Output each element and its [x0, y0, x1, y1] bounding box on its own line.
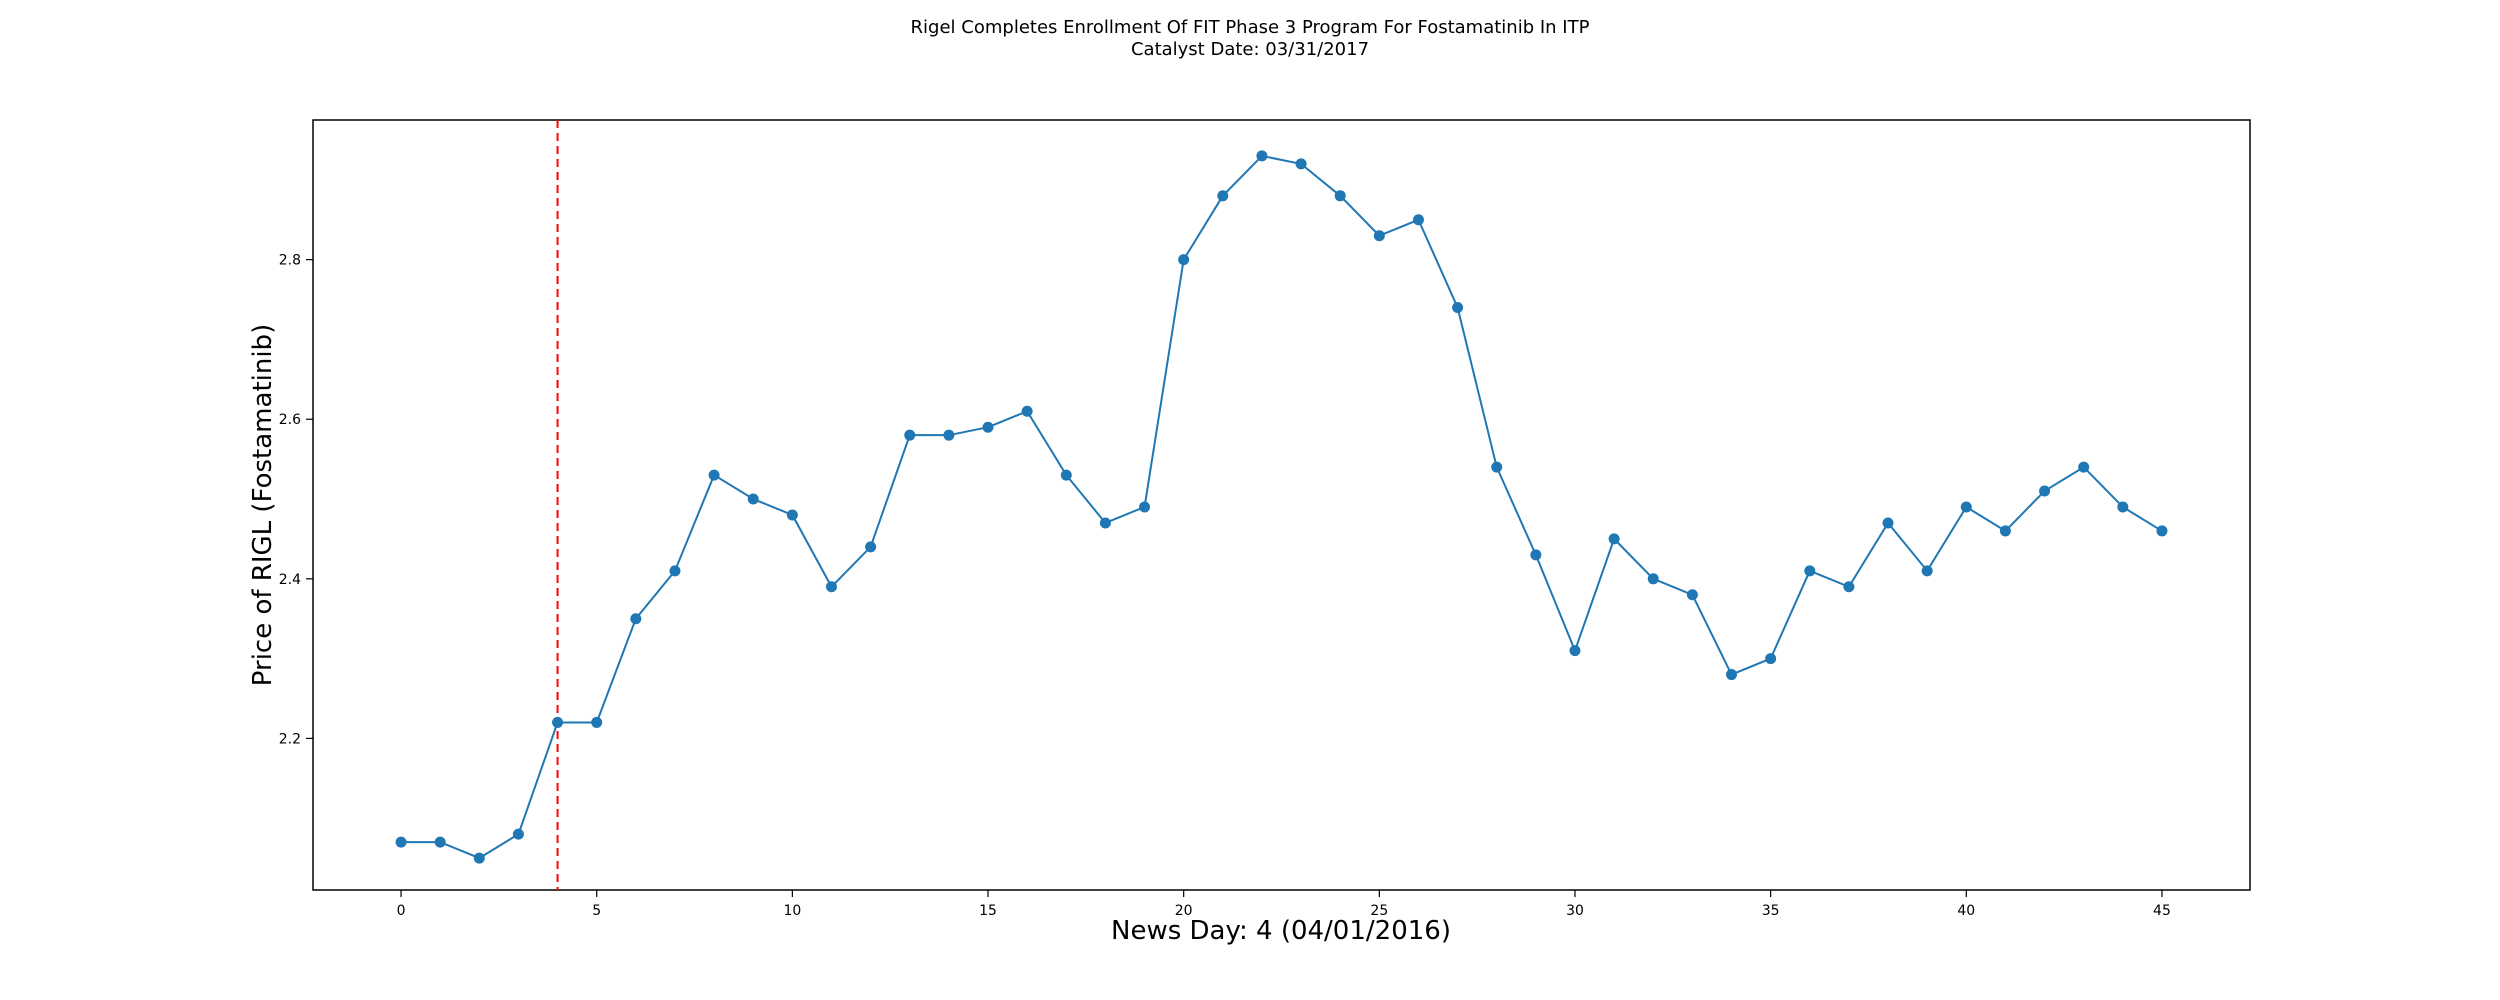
x-tick-label: 15 — [979, 903, 997, 919]
x-axis-label: News Day: 4 (04/01/2016) — [1111, 916, 1451, 946]
data-point — [512, 828, 524, 840]
data-point — [1804, 565, 1816, 577]
x-tick-label: 35 — [1762, 903, 1780, 919]
data-point — [1452, 302, 1464, 314]
data-point — [552, 716, 564, 728]
data-point — [1569, 645, 1581, 657]
data-point — [1647, 573, 1659, 585]
data-point — [1843, 581, 1855, 593]
y-tick-label: 2.4 — [279, 572, 301, 588]
data-point — [786, 509, 798, 521]
y-axis-label: Price of RIGL (Fostamatinib) — [248, 324, 278, 686]
data-point — [1021, 405, 1033, 417]
x-tick-label: 30 — [1566, 903, 1584, 919]
x-tick-label: 5 — [592, 903, 601, 919]
x-tick-label: 40 — [1957, 903, 1975, 919]
plot-area-frame — [312, 119, 2251, 891]
data-point — [1139, 501, 1151, 513]
data-point — [1373, 230, 1385, 242]
x-tick-label: 0 — [397, 903, 406, 919]
data-point — [1099, 517, 1111, 529]
data-point — [1334, 190, 1346, 202]
data-point — [1491, 461, 1503, 473]
data-point — [669, 565, 681, 577]
data-point — [865, 541, 877, 553]
data-point — [1530, 549, 1542, 561]
data-point — [1608, 533, 1620, 545]
data-point — [473, 852, 485, 864]
chart-title: Rigel Completes Enrollment Of FIT Phase … — [911, 17, 1590, 38]
data-point — [1765, 653, 1777, 665]
data-point — [982, 421, 994, 433]
x-axis-ticks: 0 5 10 15 20 25 30 35 40 45 — [397, 890, 2171, 919]
data-point — [1217, 190, 1229, 202]
x-tick-label: 20 — [1175, 903, 1193, 919]
data-point — [904, 429, 916, 441]
data-point — [825, 581, 837, 593]
data-point — [1412, 214, 1424, 226]
data-point — [1726, 669, 1738, 681]
data-point — [1882, 517, 1894, 529]
data-point — [1921, 565, 1933, 577]
data-point — [2039, 485, 2051, 497]
y-tick-label: 2.6 — [279, 412, 301, 428]
data-point — [1295, 158, 1307, 170]
data-point — [1256, 150, 1268, 162]
data-point — [2156, 525, 2168, 537]
y-axis-ticks: 2.2 2.4 2.6 2.8 — [279, 253, 313, 747]
data-point — [591, 716, 603, 728]
data-point — [1960, 501, 1972, 513]
chart-subtitle: Catalyst Date: 03/31/2017 — [1131, 39, 1369, 60]
y-tick-label: 2.2 — [279, 731, 301, 747]
data-point — [1060, 469, 1072, 481]
x-tick-label: 10 — [783, 903, 801, 919]
data-point — [1999, 525, 2011, 537]
data-point — [943, 429, 955, 441]
x-tick-label: 25 — [1370, 903, 1388, 919]
data-point — [395, 836, 407, 848]
y-tick-label: 2.8 — [279, 253, 301, 269]
data-point — [434, 836, 446, 848]
data-point — [2117, 501, 2129, 513]
data-point — [630, 613, 642, 625]
data-point — [708, 469, 720, 481]
data-point — [2078, 461, 2090, 473]
data-point — [1178, 254, 1190, 266]
data-point — [747, 493, 759, 505]
x-tick-label: 45 — [2153, 903, 2171, 919]
price-series-points — [395, 150, 2168, 864]
price-series-line — [401, 154, 2163, 860]
data-point — [1686, 589, 1698, 601]
